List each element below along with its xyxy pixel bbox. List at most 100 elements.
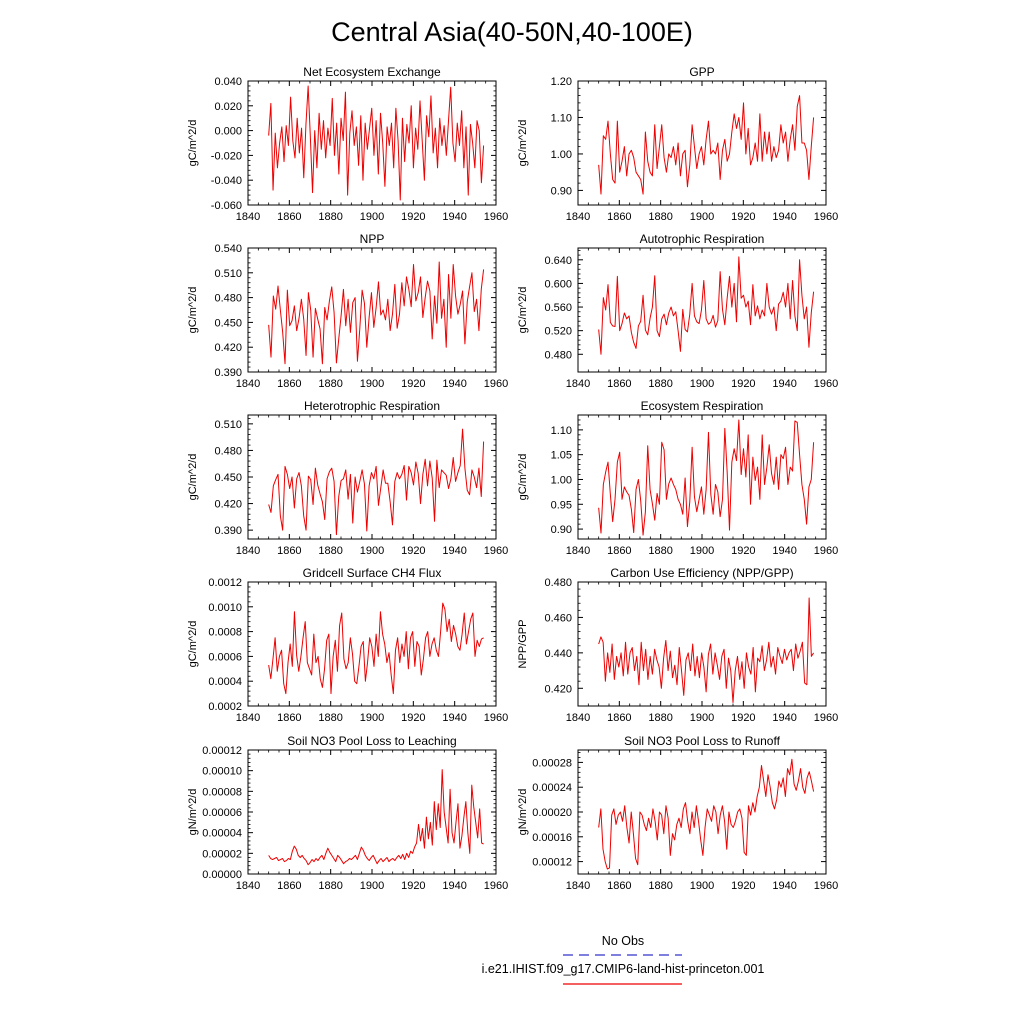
x-tick-label: 1920 (731, 712, 755, 724)
x-tick-label: 1880 (648, 378, 672, 390)
y-tick-label: 0.040 (214, 76, 242, 88)
x-tick-label: 1960 (814, 880, 838, 892)
x-tick-label: 1940 (772, 378, 796, 390)
y-tick-label: -0.040 (211, 175, 242, 187)
x-tick-label: 1840 (236, 545, 260, 557)
x-tick-label: 1840 (566, 545, 590, 557)
x-tick-label: 1840 (236, 880, 260, 892)
x-tick-label: 1860 (607, 545, 631, 557)
panel-8: Carbon Use Efficiency (NPP/GPP) 1840 1860 1… (517, 566, 838, 724)
x-tick-label: 1860 (277, 712, 301, 724)
plot-frame (577, 581, 827, 707)
x-tick-label: 1920 (401, 211, 425, 223)
series-line (598, 419, 815, 536)
x-tick-label: 1900 (360, 880, 384, 892)
x-tick-label: 1880 (318, 545, 342, 557)
y-tick-label: -0.060 (211, 200, 242, 212)
x-tick-label: 1960 (484, 545, 508, 557)
panel-title: Gridcell Surface CH4 Flux (303, 566, 442, 580)
y-tick-label: 0.510 (214, 419, 242, 431)
y-tick-label: 0.00028 (532, 757, 572, 769)
x-tick-label: 1900 (690, 880, 714, 892)
series-line (268, 428, 485, 536)
x-tick-label: 1940 (772, 545, 796, 557)
y-tick-label: 0.90 (551, 524, 572, 536)
x-tick-label: 1900 (360, 712, 384, 724)
y-tick-label: 0.00004 (202, 828, 242, 840)
plot-frame (577, 749, 827, 875)
y-tick-label: 0.420 (544, 683, 572, 695)
y-axis-label: gN/m^2/d (187, 789, 199, 836)
legend-model-label: i.e21.IHIST.f09_g17.CMIP6-land-hist-prin… (482, 962, 765, 976)
x-tick-label: 1840 (566, 378, 590, 390)
panel-title: Soil NO3 Pool Loss to Runoff (624, 734, 781, 748)
y-axis-label: gC/m^2/d (187, 454, 199, 501)
x-tick-label: 1860 (607, 211, 631, 223)
y-axis-label: gC/m^2/d (517, 287, 529, 334)
x-tick-label: 1960 (814, 378, 838, 390)
y-tick-label: 0.390 (214, 367, 242, 379)
y-tick-label: 0.480 (214, 293, 242, 305)
x-tick-label: 1840 (236, 712, 260, 724)
y-tick-label: 0.00024 (532, 782, 572, 794)
y-tick-label: 0.00012 (532, 857, 572, 869)
y-tick-label: 1.05 (551, 450, 572, 462)
y-tick-label: 1.00 (551, 149, 572, 161)
series-line (268, 85, 485, 201)
panel-grid: Net Ecosystem Exchange 1840 1860 1880 1900 19… (187, 65, 838, 892)
x-tick-label: 1920 (401, 712, 425, 724)
x-tick-label: 1920 (401, 378, 425, 390)
y-tick-label: 0.540 (214, 243, 242, 255)
x-tick-label: 1920 (731, 545, 755, 557)
plot-frame (577, 80, 827, 206)
y-tick-label: 0.00012 (202, 745, 242, 757)
y-tick-label: 0.0012 (208, 577, 242, 589)
panel-1: Net Ecosystem Exchange 1840 1860 1880 1900 19… (187, 65, 508, 223)
y-axis-label: gC/m^2/d (187, 621, 199, 668)
x-tick-label: 1940 (442, 545, 466, 557)
x-tick-label: 1840 (236, 211, 260, 223)
x-tick-label: 1900 (690, 712, 714, 724)
x-tick-label: 1900 (360, 545, 384, 557)
x-tick-label: 1880 (648, 880, 672, 892)
x-tick-label: 1900 (360, 211, 384, 223)
series-line (268, 261, 485, 365)
legend: No Obs i.e21.IHIST.f09_g17.CMIP6-land-hi… (482, 934, 765, 985)
y-tick-label: 0.450 (214, 317, 242, 329)
y-tick-label: 0.520 (544, 326, 572, 338)
x-tick-label: 1860 (607, 378, 631, 390)
panel-title: Ecosystem Respiration (641, 399, 764, 413)
x-tick-label: 1940 (772, 712, 796, 724)
x-tick-label: 1940 (442, 880, 466, 892)
y-tick-label: 0.480 (544, 349, 572, 361)
y-tick-label: 0.480 (544, 577, 572, 589)
panel-5: Heterotrophic Respiration 1840 1860 1880 190… (187, 399, 508, 557)
y-tick-label: 0.020 (214, 101, 242, 113)
y-tick-label: 0.0008 (208, 627, 242, 639)
panel-title: Heterotrophic Respiration (304, 399, 440, 413)
y-axis-label: gC/m^2/d (187, 120, 199, 167)
x-tick-label: 1960 (814, 211, 838, 223)
x-tick-label: 1860 (607, 880, 631, 892)
x-tick-label: 1900 (690, 211, 714, 223)
y-tick-label: 0.640 (544, 255, 572, 267)
plot-frame (247, 581, 497, 707)
x-tick-label: 1940 (442, 211, 466, 223)
y-tick-label: 0.00008 (202, 786, 242, 798)
y-tick-label: 0.00002 (202, 848, 242, 860)
y-tick-label: 0.420 (214, 342, 242, 354)
panel-title: GPP (689, 65, 714, 79)
y-tick-label: 0.00006 (202, 807, 242, 819)
y-tick-label: 1.00 (551, 474, 572, 486)
y-tick-label: 0.0010 (208, 602, 242, 614)
x-tick-label: 1940 (442, 378, 466, 390)
x-tick-label: 1880 (648, 211, 672, 223)
x-tick-label: 1840 (566, 211, 590, 223)
x-tick-label: 1900 (690, 545, 714, 557)
y-tick-label: 0.00000 (202, 869, 242, 881)
y-tick-label: 0.480 (214, 445, 242, 457)
y-axis-label: gC/m^2/d (187, 287, 199, 334)
x-tick-label: 1880 (648, 545, 672, 557)
y-tick-label: 0.00020 (532, 807, 572, 819)
